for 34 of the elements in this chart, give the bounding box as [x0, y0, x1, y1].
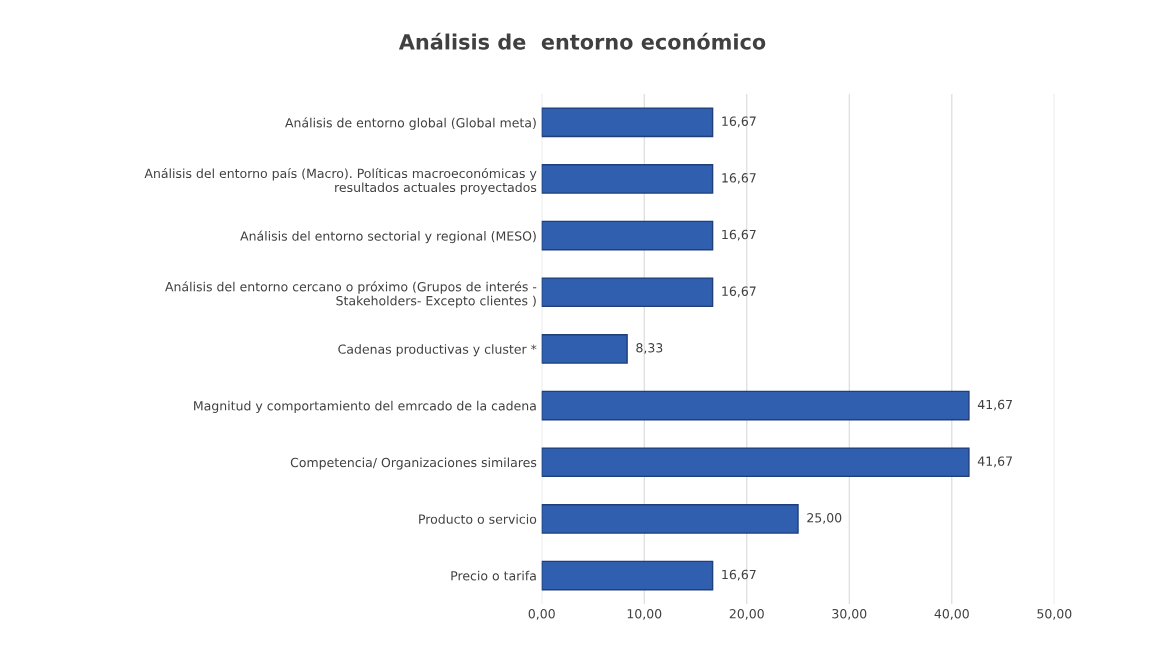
data-label: 16,67: [722, 569, 756, 581]
data-label: 16,67: [722, 229, 756, 241]
data-label: 41,67: [977, 456, 1012, 468]
y-tick-label: Análisis del entorno cercano o próximo (Grupos de interés - Stakeholders- Excepto clientes ): [165, 281, 537, 308]
x-tick-label: 0,00: [528, 608, 555, 620]
y-tick-label: Precio o tarifa: [451, 570, 536, 581]
x-tick-label: 10,00: [627, 608, 662, 620]
y-tick-label: Producto o servicio: [419, 514, 537, 524]
bar: [541, 390, 970, 421]
y-tick-label: Análisis del entorno país (Macro). Políticas macroeconómicas y resultados actuales proyectados: [144, 167, 537, 195]
bar: [541, 560, 714, 591]
y-tick-label: Magnitud y comportamiento del emrcado de la cadena: [194, 400, 536, 413]
bar: [541, 107, 714, 138]
bar: [541, 334, 628, 364]
bar: [541, 277, 714, 308]
data-label: 16,67: [722, 116, 756, 128]
y-tick-label: Análisis de entorno global (Global meta): [285, 117, 536, 130]
x-tick-label: 20,00: [729, 608, 764, 620]
y-tick-label: Análisis del entorno sectorial y regional (MESO): [240, 230, 536, 244]
data-label: 8,33: [636, 343, 663, 354]
bar: [541, 447, 970, 478]
data-label: 41,67: [977, 399, 1012, 411]
data-label: 16,67: [722, 286, 756, 298]
chart-title: Análisis de entorno económico: [398, 32, 766, 50]
bar: [541, 164, 714, 194]
y-tick-label: Competencia/ Organizaciones similares: [290, 457, 537, 470]
data-label: 16,67: [722, 173, 756, 184]
bar: [541, 220, 714, 251]
bar: [541, 504, 799, 534]
x-tick-label: 50,00: [1037, 608, 1072, 620]
data-label: 25,00: [807, 513, 842, 524]
x-tick-label: 40,00: [934, 608, 969, 620]
x-tick-label: 30,00: [832, 608, 867, 620]
y-tick-label: Cadenas productivas y cluster *: [338, 344, 537, 357]
